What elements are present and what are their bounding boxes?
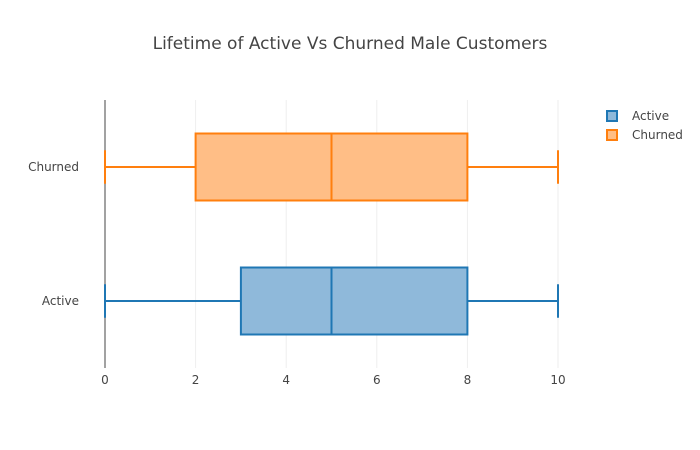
legend-item-active[interactable]: Active [606,106,683,125]
legend-item-churned[interactable]: Churned [606,125,683,144]
legend-label-active: Active [632,108,670,123]
legend[interactable]: Active Churned [606,106,683,144]
box-active [104,266,559,336]
y-tick-label-churned: Churned [28,160,79,174]
tick-labels: 0 2 4 6 8 10 Active Churned [28,160,566,387]
x-tick-label-10: 10 [550,373,565,387]
legend-swatch-active [606,109,618,122]
x-tick-label-0: 0 [101,373,109,387]
x-tick-label-8: 8 [464,373,472,387]
legend-label-churned: Churned [632,127,683,142]
legend-swatch-churned [606,128,618,141]
x-tick-label-2: 2 [192,373,200,387]
x-tick-label-4: 4 [282,373,290,387]
y-tick-label-active: Active [42,294,79,308]
iqr-box-active [239,266,469,336]
boxes [104,132,559,336]
box-churned [104,132,559,202]
x-tick-label-6: 6 [373,373,381,387]
chart-title: Lifetime of Active Vs Churned Male Custo… [152,34,548,54]
